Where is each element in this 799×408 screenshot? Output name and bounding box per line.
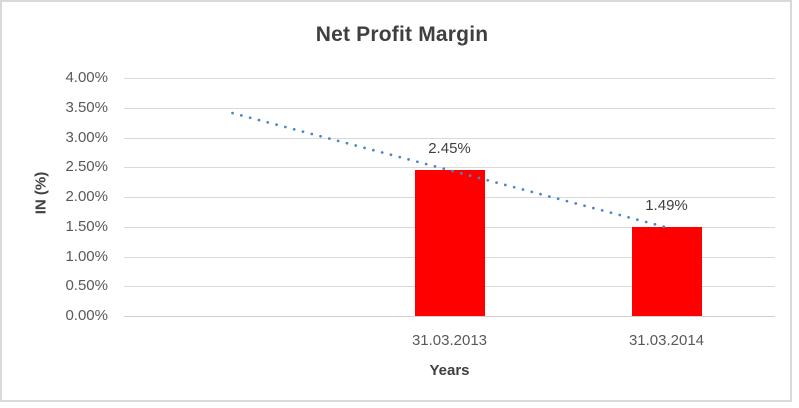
y-tick-label: 3.50% [65,98,108,116]
bar [631,227,702,316]
chart-frame: Net Profit Margin IN (%) 0.00% 0.50% 1.00%… [0,0,792,402]
y-tick-label: 2.50% [65,158,108,176]
bar [414,170,485,316]
y-tick-label: 3.00% [65,128,108,146]
y-tick-label: 0.00% [65,307,108,324]
y-tick-label: 2.00% [65,188,108,205]
x-category-label: 31.03.2013 [411,332,488,349]
bar-data-label: 1.49% [645,197,688,215]
gridline [124,137,775,139]
y-tick-label: 0.50% [65,277,108,295]
y-tick-label: 4.00% [65,69,108,86]
x-axis-line [124,316,775,317]
gridline [124,107,775,109]
y-tick-label: 1.50% [65,217,108,235]
gridline [124,167,775,169]
y-tick-label: 1.00% [65,247,108,265]
gridline [124,78,775,79]
x-category-label: 31.03.2014 [628,332,705,349]
chart-title: Net Profit Margin [315,23,489,46]
x-axis-title: Years [429,362,470,379]
bar-data-label: 2.45% [428,140,471,158]
